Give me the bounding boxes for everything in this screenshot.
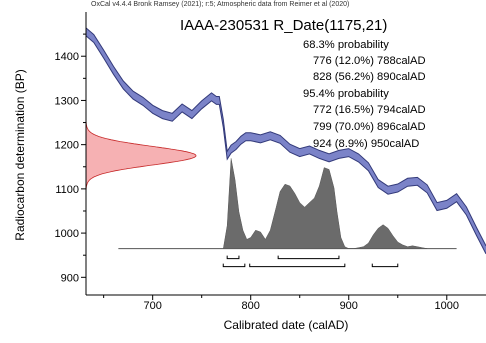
x-tick-label: 1000: [435, 300, 459, 312]
x-axis-ticks: 700 800 900 1000: [103, 295, 459, 312]
y-tick-label: 1000: [55, 228, 79, 240]
x-tick-label: 700: [143, 300, 161, 312]
probability-68-heading: 68.3% probability: [303, 39, 389, 51]
range-95-bracket-3: [371, 263, 399, 268]
range-68-bracket-1: [226, 255, 240, 260]
x-axis-label: Calibrated date (calAD): [223, 318, 349, 332]
y-tick-label: 1100: [55, 184, 79, 196]
y-tick-label: 1200: [55, 140, 79, 152]
probability-95-heading: 95.4% probability: [303, 88, 389, 100]
probability-95-range-3: 924 (8.9%) 950calAD: [313, 138, 420, 150]
x-tick-label: 900: [340, 300, 358, 312]
y-tick-label: 1300: [55, 95, 79, 107]
range-95-bracket-2: [249, 263, 346, 268]
probability-95-range-2: 799 (70.0%) 896calAD: [313, 121, 426, 133]
chart-header: OxCal v4.4.4 Bronk Ramsey (2021); r:5; A…: [91, 1, 350, 8]
probability-68-range-1: 776 (12.0%) 788calAD: [313, 55, 426, 67]
range-68-bracket-2: [277, 255, 340, 260]
calibration-curve-lower-edge: [86, 35, 486, 255]
chart-title: IAAA-230531 R_Date(1175,21): [180, 17, 388, 34]
probability-95-range-1: 772 (16.5%) 794calAD: [313, 104, 426, 116]
range-95-bracket-1: [222, 263, 246, 268]
y-tick-label: 1400: [55, 51, 79, 63]
probability-range-brackets: [222, 255, 399, 268]
plot-content: [86, 27, 486, 268]
calibration-curve-upper-edge: [86, 27, 486, 247]
y-tick-label: 900: [61, 272, 79, 284]
y-axis-label: Radiocarbon determination (BP): [13, 69, 27, 241]
posterior-distribution: [223, 158, 428, 249]
measurement-distribution: [86, 118, 197, 193]
probability-68-range-2: 828 (56.2%) 890calAD: [313, 71, 426, 83]
y-axis-ticks: 900 1000 1100 1200 1300 1400: [55, 33, 86, 284]
x-tick-label: 800: [242, 300, 260, 312]
